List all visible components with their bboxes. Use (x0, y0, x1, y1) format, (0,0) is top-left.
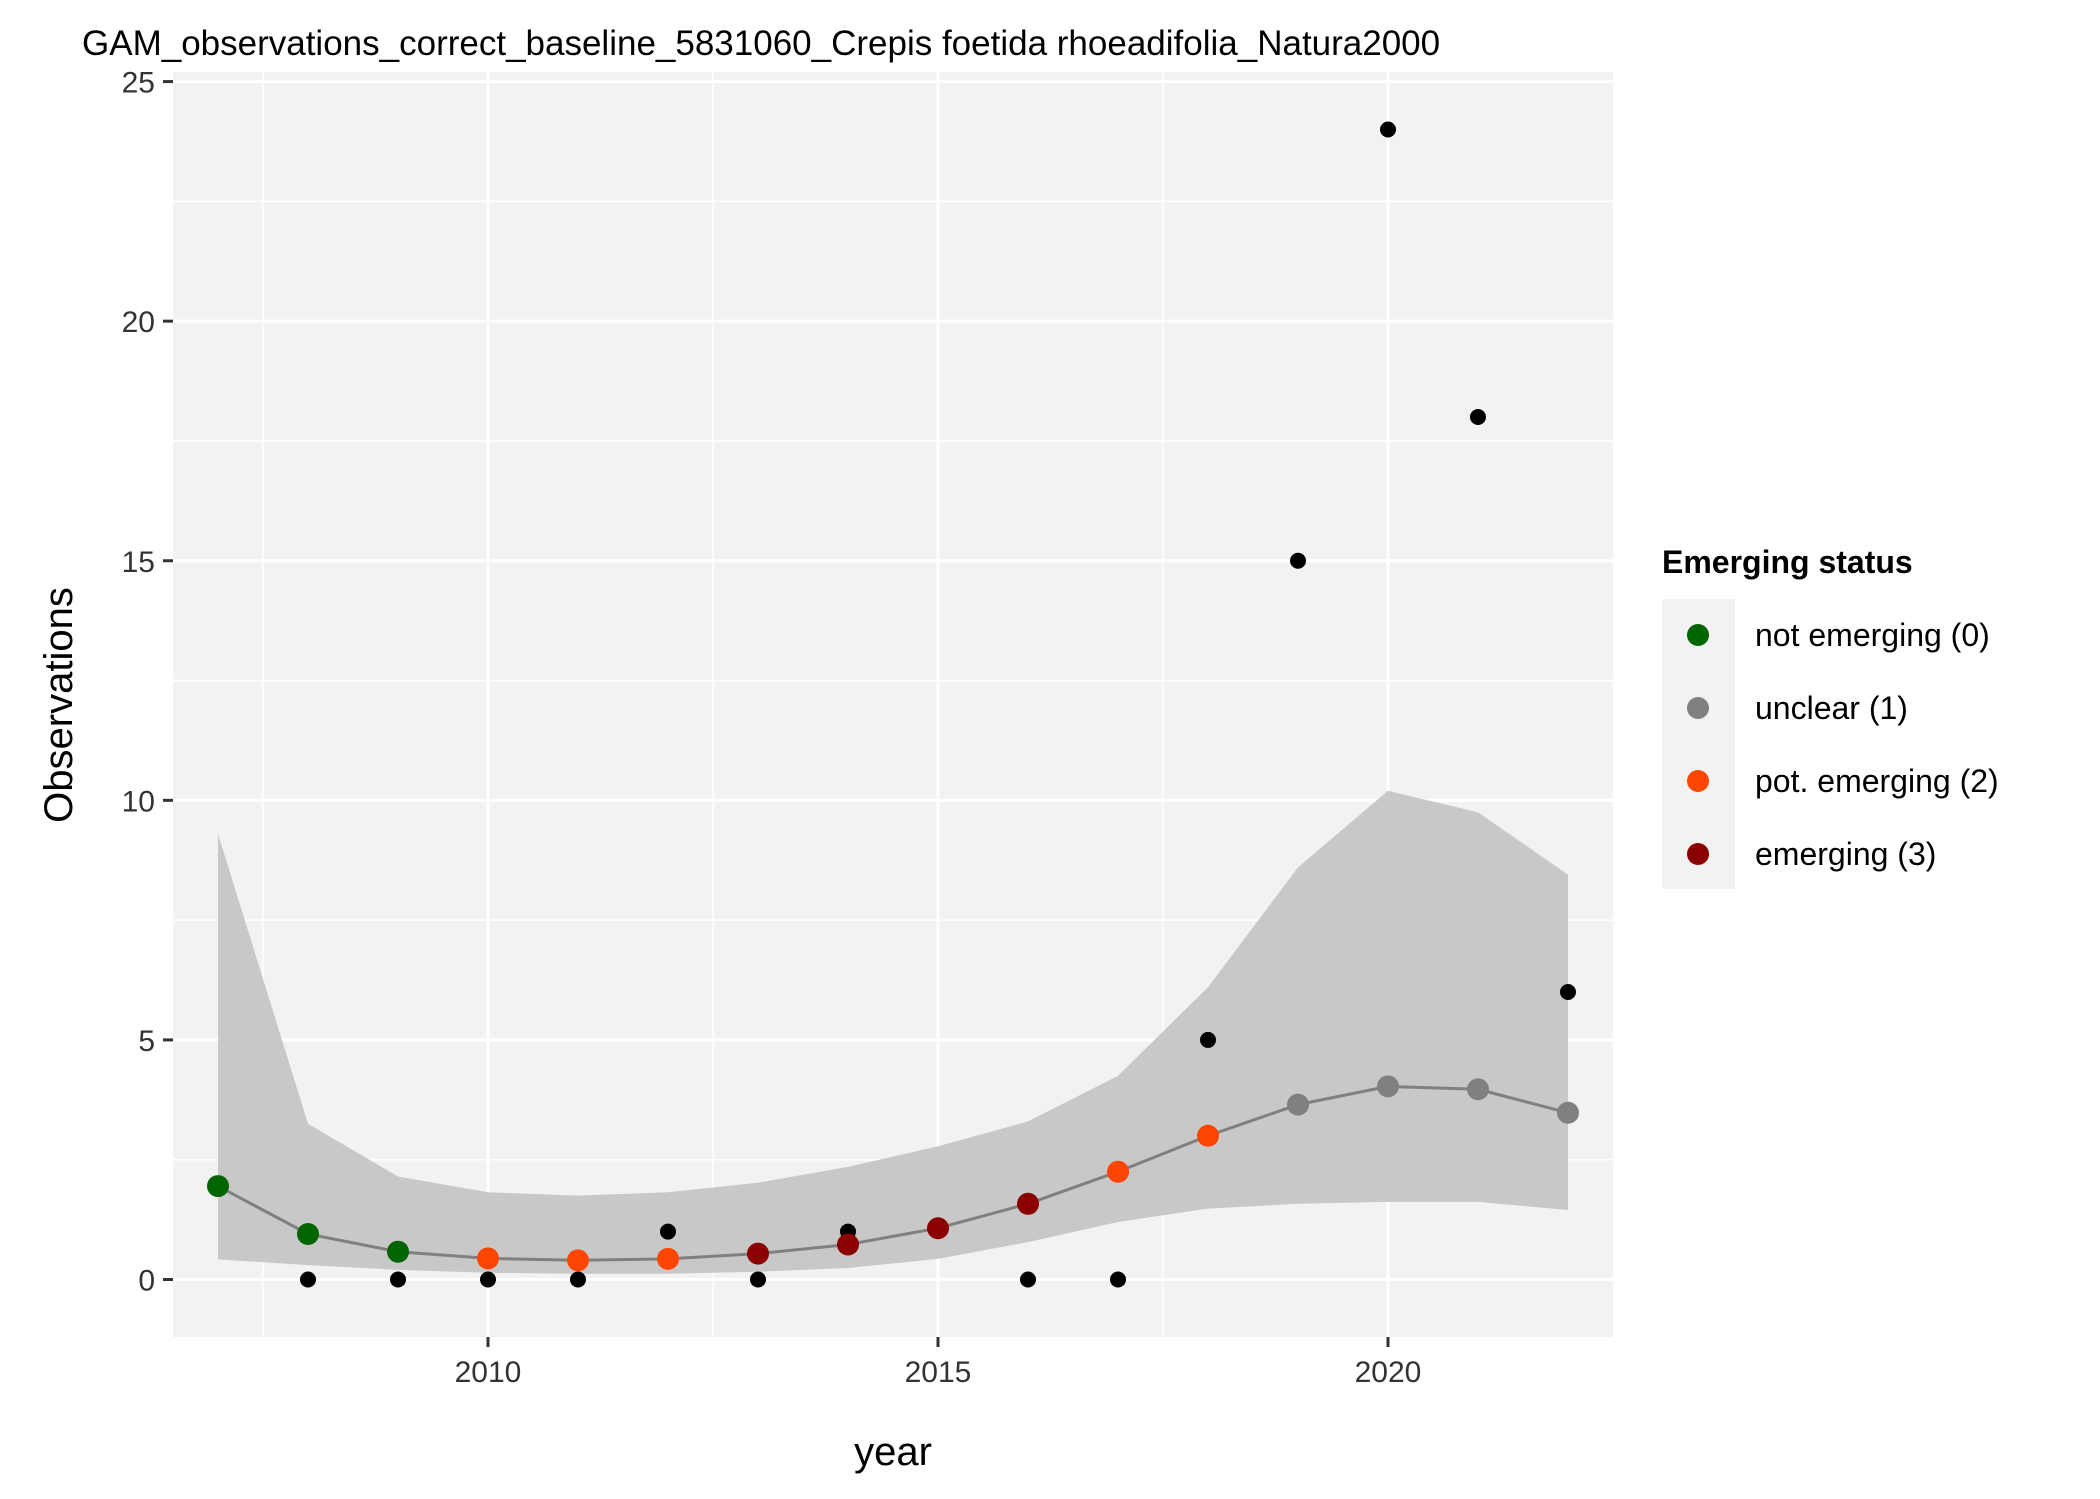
fitted-point (567, 1249, 589, 1272)
observed-point (1290, 552, 1306, 569)
x-tick-label: 2015 (905, 1356, 972, 1389)
confidence-band (218, 790, 1568, 1274)
x-tick-label: 2010 (455, 1356, 522, 1389)
y-axis-title: Observations (37, 587, 81, 823)
fitted-point (297, 1222, 319, 1245)
legend-label: unclear (1) (1755, 690, 1908, 726)
observed-point (300, 1271, 316, 1288)
observed-point (1200, 1031, 1216, 1048)
fitted-point (1017, 1192, 1039, 1215)
fitted-point (747, 1242, 769, 1265)
fitted-point (1107, 1160, 1129, 1183)
legend-key (1687, 843, 1709, 865)
legend-label: emerging (3) (1755, 836, 1936, 872)
legend-title: Emerging status (1662, 544, 1913, 580)
fitted-point (1557, 1101, 1579, 1124)
legend: Emerging status not emerging (0) unclear … (1662, 544, 1999, 889)
confidence-band-area (218, 790, 1568, 1274)
legend-key (1687, 697, 1709, 719)
y-tick-label: 25 (122, 67, 155, 100)
observed-point (1560, 984, 1576, 1000)
observed-point (750, 1271, 766, 1288)
fitted-point (1287, 1093, 1309, 1116)
y-tick-label: 0 (138, 1265, 155, 1298)
x-tick-label: 2020 (1355, 1356, 1422, 1389)
fitted-line-path (217, 1084, 1569, 1262)
observed-point (390, 1271, 406, 1288)
fitted-point (927, 1217, 949, 1240)
legend-key (1687, 770, 1709, 792)
observed-point (570, 1271, 586, 1288)
y-axis: 0 5 10 15 20 25 (122, 67, 173, 1298)
observed-point (480, 1271, 496, 1288)
fitted-point (1197, 1124, 1219, 1147)
y-tick-label: 5 (138, 1025, 155, 1058)
fitted-point (657, 1247, 679, 1270)
y-tick-label: 20 (122, 306, 155, 339)
fitted-line (217, 1084, 1569, 1262)
legend-key (1687, 624, 1709, 646)
fitted-point (1377, 1075, 1399, 1098)
legend-key-background (1662, 599, 1735, 889)
observed-point (1470, 409, 1486, 425)
legend-label: pot. emerging (2) (1755, 763, 1999, 799)
x-axis-title: year (854, 1430, 932, 1474)
observed-points (300, 121, 1576, 1288)
fitted-point (387, 1240, 409, 1263)
y-tick-label: 15 (122, 546, 155, 579)
chart-title: GAM_observations_correct_baseline_583106… (82, 24, 1440, 63)
observed-point (1110, 1271, 1126, 1288)
x-axis: 2010 2015 2020 (455, 1337, 1422, 1389)
fitted-point (1467, 1078, 1489, 1101)
legend-label: not emerging (0) (1755, 617, 1990, 653)
fitted-point (837, 1233, 859, 1256)
fitted-points (207, 1075, 1579, 1272)
observed-point (1380, 121, 1396, 138)
observed-point (660, 1223, 676, 1240)
observed-point (1020, 1271, 1036, 1288)
fitted-point (477, 1247, 499, 1270)
fitted-point (207, 1175, 229, 1198)
y-tick-label: 10 (122, 785, 155, 818)
minor-grid (173, 72, 1613, 1337)
